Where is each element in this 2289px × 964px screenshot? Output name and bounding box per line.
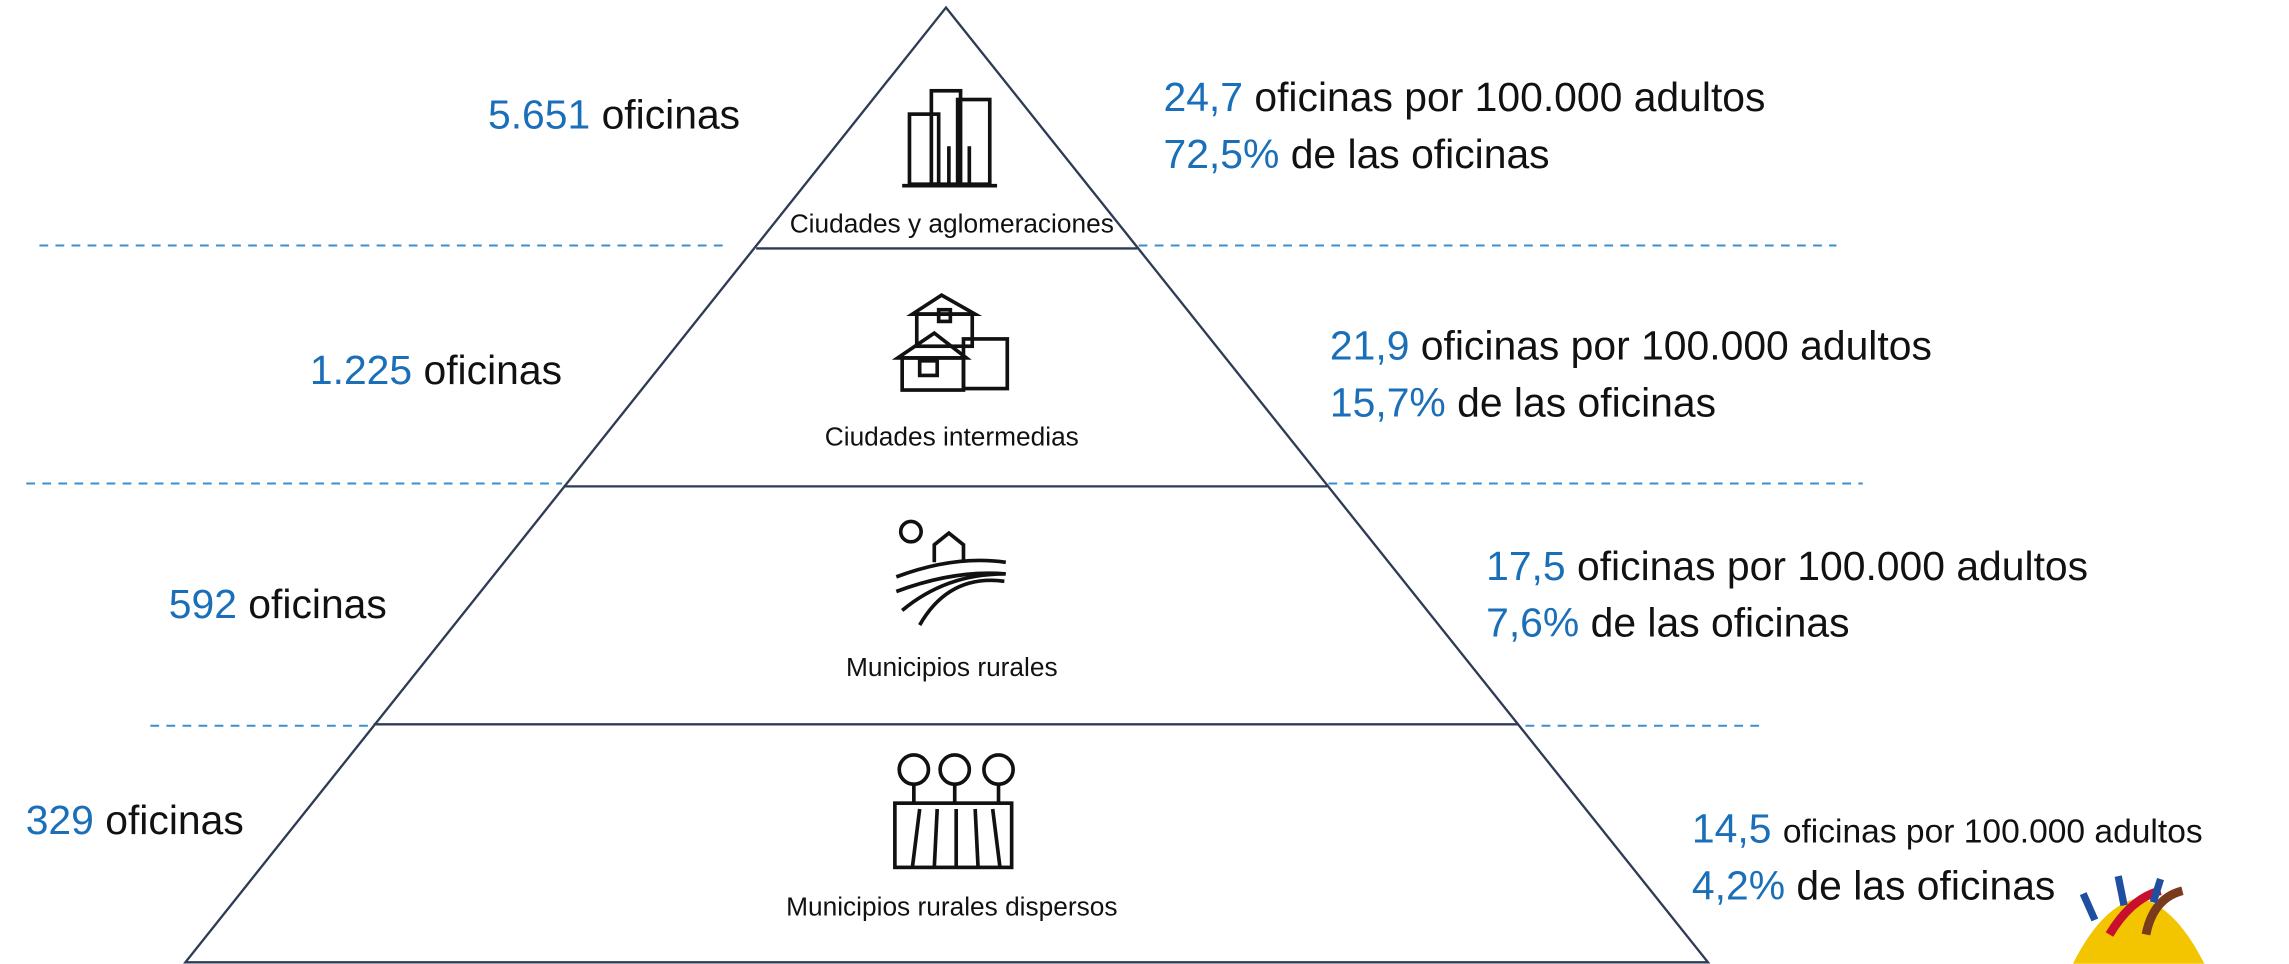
office-count: 1.225 oficinas xyxy=(310,347,562,393)
trees-icon xyxy=(893,753,1015,870)
share: 72,5% de las oficinas xyxy=(1163,131,1549,177)
count-text: oficinas xyxy=(602,92,741,138)
count-text: oficinas xyxy=(105,797,244,843)
count-text: oficinas xyxy=(248,581,387,627)
share-text: de las oficinas xyxy=(1591,600,1850,646)
city-icon xyxy=(902,88,998,188)
count-value: 592 xyxy=(169,581,237,627)
count-value: 329 xyxy=(26,797,94,843)
share-value: 72,5% xyxy=(1163,131,1279,177)
share: 15,7% de las oficinas xyxy=(1330,379,1716,425)
farm-icon xyxy=(895,519,1007,626)
icons xyxy=(891,88,1015,870)
density-text: oficinas por 100.000 adultos xyxy=(1577,543,2088,589)
share-value: 4,2% xyxy=(1692,863,1785,909)
office-count: 5.651 oficinas xyxy=(488,92,740,138)
share-value: 15,7% xyxy=(1330,379,1446,425)
pyramid xyxy=(182,5,1711,964)
house-icon xyxy=(891,293,1010,392)
share-text: de las oficinas xyxy=(1457,379,1716,425)
office-count: 592 oficinas xyxy=(169,581,387,627)
density: 14,5 oficinas por 100.000 adultos xyxy=(1692,806,2203,852)
tier-label: Municipios rurales dispersos xyxy=(786,892,1117,922)
count-value: 1.225 xyxy=(310,347,412,393)
share-text: de las oficinas xyxy=(1796,863,2055,909)
share: 7,6% de las oficinas xyxy=(1486,600,1849,646)
share-value: 7,6% xyxy=(1486,600,1579,646)
density-value: 24,7 xyxy=(1163,74,1243,120)
tier-label: Ciudades y aglomeraciones xyxy=(790,208,1114,238)
logo xyxy=(2072,875,2205,964)
density: 24,7 oficinas por 100.000 adultos xyxy=(1163,74,1765,120)
office-count: 329 oficinas xyxy=(26,797,244,843)
tier-label: Ciudades intermedias xyxy=(825,422,1079,452)
share-text: de las oficinas xyxy=(1291,131,1550,177)
density: 21,9 oficinas por 100.000 adultos xyxy=(1330,322,1932,368)
density-text: oficinas por 100.000 adultos xyxy=(1254,74,1765,120)
tier-label: Municipios rurales xyxy=(846,652,1058,682)
density-value: 14,5 xyxy=(1692,806,1772,852)
density-text: oficinas por 100.000 adultos xyxy=(1421,322,1932,368)
density-value: 17,5 xyxy=(1486,543,1566,589)
density: 17,5 oficinas por 100.000 adultos xyxy=(1486,543,2088,589)
density-text: oficinas por 100.000 adultos xyxy=(1783,814,2203,851)
share: 4,2% de las oficinas xyxy=(1692,863,2055,909)
count-value: 5.651 xyxy=(488,92,590,138)
density-value: 21,9 xyxy=(1330,322,1410,368)
count-text: oficinas xyxy=(423,347,562,393)
dashed-separators xyxy=(26,244,1863,727)
pyramid-outline xyxy=(182,5,1711,964)
